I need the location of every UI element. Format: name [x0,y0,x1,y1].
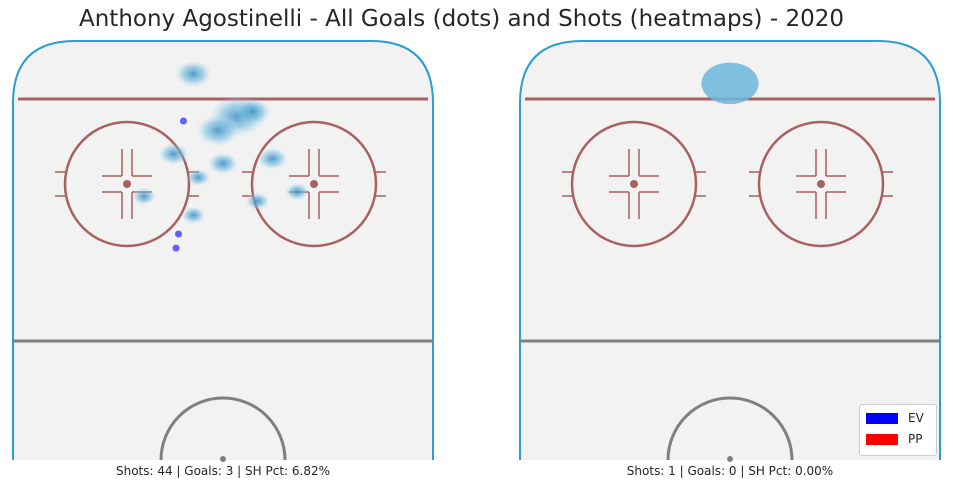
shot-density-10 [245,192,270,210]
center-dot [220,456,226,462]
faceoff-circle-right [749,120,893,248]
ice-surface [13,41,433,460]
goal-dot-2 [172,244,180,252]
shot-density-2 [196,114,241,147]
center-circle [159,396,287,461]
shot-density-11 [181,206,206,224]
shot-density-0 [174,60,213,88]
faceoff-circle-right [242,120,386,248]
legend-swatch-pp [866,434,898,445]
rink-right [519,40,941,462]
legend-label-ev: EV [908,411,924,425]
shot-density-9 [131,187,157,206]
legend-label-pp: PP [908,432,923,446]
shot-density-4 [257,147,288,170]
boards [12,40,434,460]
ice-surface [520,41,940,460]
shot-density-5 [207,152,239,175]
chart-title: Anthony Agostinelli - All Goals (dots) a… [79,6,844,32]
shot-density-6 [158,142,189,166]
center-circle [666,396,794,461]
boards [519,40,941,460]
rink-left [12,40,434,462]
shot-density-3 [233,98,272,126]
goal-dot-0 [179,117,187,125]
faceoff-circle-left [562,120,706,248]
caption-left: Shots: 44 | Goals: 3 | SH Pct: 6.82% [115,464,331,478]
shot-density-8 [285,182,310,201]
legend: EV PP [859,404,937,456]
legend-swatch-ev [866,413,898,424]
goal-dot-1 [175,230,183,238]
shot-density-0 [701,62,759,105]
caption-right: Shots: 1 | Goals: 0 | SH Pct: 0.00% [626,464,834,478]
shot-density-7 [186,168,211,187]
center-dot [727,456,733,462]
